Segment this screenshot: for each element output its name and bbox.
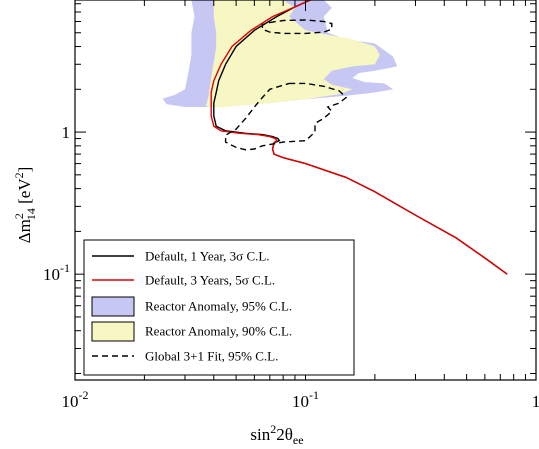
legend: Default, 1 Year, 3σ C.L. Default, 3 Years… [83, 239, 355, 376]
x-tick-label: 10-1 [292, 388, 319, 411]
y-tick-label: 10-1 [43, 261, 70, 284]
legend-label: Reactor Anomaly, 90% C.L. [145, 324, 292, 339]
y-axis-title: Δm214 [eV2] [12, 167, 38, 244]
series-line-2 [210, 0, 508, 275]
series-line-3 [224, 82, 348, 151]
x-tick-label: 10-2 [62, 388, 89, 411]
y-tick-label: 1 [62, 123, 71, 142]
legend-swatch [91, 296, 135, 317]
legend-label: Default, 3 Years, 5σ C.L. [145, 273, 275, 288]
regions-layer [162, 0, 398, 108]
region-2 [206, 0, 380, 108]
legend-label: Reactor Anomaly, 95% C.L. [145, 299, 292, 314]
x-axis-title: sin22θee [250, 422, 303, 447]
series-line-4 [261, 19, 333, 35]
x-tick-label: 1 [532, 392, 539, 411]
legend-label: Global 3+1 Fit, 95% C.L. [145, 349, 278, 364]
legend-label: Default, 1 Year, 3σ C.L. [145, 249, 270, 264]
legend-swatch [91, 321, 135, 342]
series-layer [210, 0, 508, 275]
